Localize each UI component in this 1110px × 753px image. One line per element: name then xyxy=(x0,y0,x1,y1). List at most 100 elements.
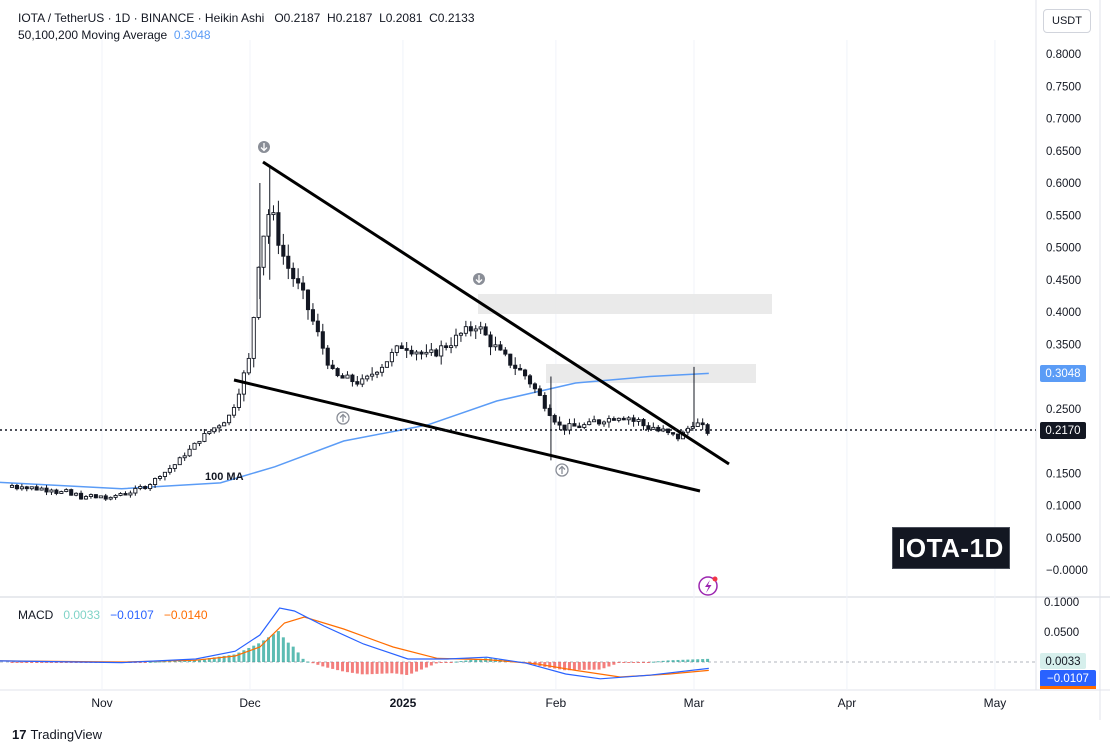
macd-hist-bar xyxy=(646,662,650,663)
candle xyxy=(631,414,636,427)
down-arrow-marker-jan xyxy=(473,273,485,285)
macd-hist-bar xyxy=(686,659,690,662)
candle xyxy=(325,345,330,370)
macd-hist-bar xyxy=(69,662,73,663)
macd-hist-bar xyxy=(622,662,626,663)
macd-hist-bar xyxy=(40,662,44,663)
macd-hist-bar xyxy=(572,662,576,671)
macd-hist-bar xyxy=(336,662,340,671)
candle xyxy=(498,341,503,351)
candle xyxy=(527,373,533,388)
wedge-upper-trendline xyxy=(262,160,730,466)
symbol-legend[interactable]: IOTA / TetherUS · 1D · BINANCE · Heikin … xyxy=(18,11,475,25)
candle xyxy=(409,345,414,357)
candle xyxy=(261,235,266,276)
macd-hist-bar xyxy=(439,662,443,663)
macd-hist-bar xyxy=(577,662,581,670)
candle xyxy=(513,357,518,376)
candle xyxy=(419,350,424,360)
price-tick-label: 0.4000 xyxy=(1046,307,1081,319)
candle xyxy=(207,431,212,436)
macd-hist-bar xyxy=(49,662,53,663)
candle xyxy=(98,495,103,499)
macd-hist-bar xyxy=(35,662,39,663)
candle xyxy=(434,348,439,358)
macd-hist-bar xyxy=(587,662,591,670)
candle xyxy=(646,422,651,432)
macd-hist-bar xyxy=(419,662,423,670)
macd-legend[interactable]: MACD 0.0033 −0.0107 −0.0140 xyxy=(18,608,208,622)
candle xyxy=(478,321,483,335)
price-tick-label: 0.3500 xyxy=(1046,339,1081,351)
macd-hist-badge: 0.0033 xyxy=(1040,653,1086,669)
macd-hist-bar xyxy=(415,662,419,672)
last-price-badge-text: 0.2170 xyxy=(1045,425,1080,437)
macd-hist-bar xyxy=(691,659,695,662)
macd-hist-bar xyxy=(696,659,700,662)
candle xyxy=(128,490,133,498)
price-axis[interactable]: 0.8000 0.7500 0.7000 0.6500 0.6000 0.5500 0.50… xyxy=(1046,49,1088,577)
macd-hist-bar xyxy=(217,656,221,662)
time-tick-label: Dec xyxy=(239,696,260,710)
price-tick-label: 0.1000 xyxy=(1046,501,1081,513)
candle xyxy=(192,442,197,450)
currency-button[interactable]: USDT xyxy=(1043,9,1091,33)
candle xyxy=(666,428,671,436)
macd-hist-bar xyxy=(567,662,571,671)
tradingview-footer[interactable]: 17 TradingView xyxy=(12,727,102,742)
ma-legend[interactable]: 50,100,200 Moving Average 0.3048 xyxy=(18,28,211,42)
macd-hist-bar xyxy=(345,662,349,673)
macd-hist-bar xyxy=(45,662,49,663)
macd-legend-label: MACD xyxy=(18,608,54,622)
candle xyxy=(404,342,409,358)
ma-price-badge-text: 0.3048 xyxy=(1045,368,1080,380)
macd-hist-bar xyxy=(656,661,660,663)
macd-hist-bar xyxy=(173,660,177,662)
candle xyxy=(458,332,463,342)
macd-hist-bar xyxy=(281,637,285,662)
macd-hist-bar xyxy=(232,654,236,662)
macd-hist-bar xyxy=(671,660,675,662)
lightning-icon[interactable] xyxy=(698,576,718,596)
macd-hist-bar xyxy=(370,662,374,675)
candle xyxy=(557,416,562,431)
ohlc-open: O0.2187 xyxy=(274,11,321,25)
macd-hist-bar xyxy=(548,662,552,668)
candle xyxy=(167,464,172,475)
macd-histogram xyxy=(10,631,710,675)
candle xyxy=(636,417,641,426)
candle xyxy=(19,483,24,491)
candle xyxy=(384,361,389,368)
macd-line xyxy=(0,607,709,680)
macd-hist-bar xyxy=(25,662,29,663)
candle xyxy=(138,484,143,491)
candle xyxy=(246,353,251,376)
candle xyxy=(24,485,29,492)
candle xyxy=(597,419,602,426)
candle xyxy=(394,344,399,357)
macd-hist-bar xyxy=(64,662,68,663)
macd-hist-bar xyxy=(474,659,478,662)
candle xyxy=(601,420,607,427)
macd-hist-bar xyxy=(651,661,655,663)
candle xyxy=(286,244,291,280)
macd-hist-bar xyxy=(222,655,226,662)
macd-hist-bar xyxy=(306,661,310,663)
candle xyxy=(483,323,488,336)
ma-100-line xyxy=(0,372,709,490)
macd-hist-bar xyxy=(454,661,458,663)
candle xyxy=(182,452,187,461)
macd-hist-bar xyxy=(262,640,266,662)
macd-legend-hist: 0.0033 xyxy=(63,608,101,622)
macd-hist-bar xyxy=(296,652,300,662)
time-axis[interactable]: Nov Dec 2025 Feb Mar Apr May xyxy=(91,696,1006,710)
macd-hist-bar xyxy=(632,662,636,663)
candle xyxy=(157,475,163,481)
macd-hist-bar xyxy=(424,662,428,668)
candle xyxy=(108,496,113,501)
candle xyxy=(641,418,646,431)
candle xyxy=(414,350,419,361)
macd-hist-bar xyxy=(276,631,280,662)
macd-hist-bar xyxy=(429,662,433,666)
